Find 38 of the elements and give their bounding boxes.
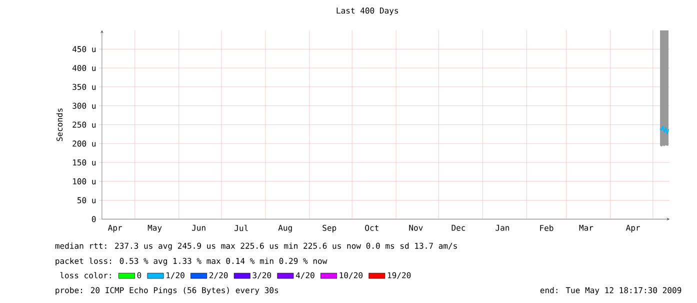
- legend-label: 4/20: [296, 272, 314, 279]
- y-tick-label: 0: [92, 216, 96, 222]
- legend-title: loss color:: [60, 272, 111, 278]
- x-tick-label: Apr: [626, 224, 640, 232]
- legend-label: 2/20: [210, 272, 228, 279]
- text: median rtt: 237.3 us avg 245.9 us max 225.6 us min 225.6 us now 0.0 ms sd 13.7 am/s: [55, 242, 457, 250]
- x-tick-label: Apr: [108, 224, 122, 232]
- y-tick-label: 100 u: [73, 178, 96, 184]
- x-tick-label: Sep: [322, 224, 336, 232]
- y-axis-title: Seconds: [56, 108, 63, 141]
- y-tick-label: 450 u: [72, 46, 96, 52]
- y-tick-label: 50 u: [77, 197, 96, 204]
- y-tick-label: 200 u: [72, 140, 96, 147]
- x-tick-label: Jan: [496, 224, 510, 231]
- line-series: [659, 126, 670, 134]
- chart-title: Last 400 Days: [336, 7, 398, 16]
- y-tick-label: 150 u: [73, 159, 96, 166]
- y-tick-label: 250 u: [72, 122, 96, 128]
- y-tick-label: 350 u: [72, 84, 96, 90]
- x-tick-label: Oct: [365, 224, 378, 231]
- legend-label: 1/20: [166, 272, 184, 279]
- text: packet loss: 0.53 % avg 1.33 % max 0.14 % min 0.29 % now: [56, 258, 328, 266]
- x-tick-label: May: [148, 224, 162, 232]
- x-tick-label: Jun: [192, 224, 206, 231]
- x-tick-label: Dec: [452, 224, 466, 231]
- legend-label: 3/20: [252, 272, 272, 279]
- y-tick-label: 400 u: [72, 64, 96, 71]
- legend-label: 10/20: [340, 272, 362, 279]
- x-tick-label: Jul: [234, 224, 248, 231]
- legend-label: 19/20: [388, 272, 411, 279]
- legend-label: 0: [137, 272, 142, 278]
- x-tick-label: Nov: [409, 224, 423, 231]
- x-tick-label: Feb: [540, 224, 554, 231]
- y-tick-label: 300 u: [72, 102, 96, 109]
- x-tick-label: Mar: [579, 224, 594, 231]
- text: probe: 20 ICMP Echo Pings (56 Bytes) every 30s: [56, 286, 278, 295]
- x-tick-label: Aug: [278, 224, 292, 232]
- text: end: Tue May 12 18:17:30 2009: [540, 286, 682, 295]
